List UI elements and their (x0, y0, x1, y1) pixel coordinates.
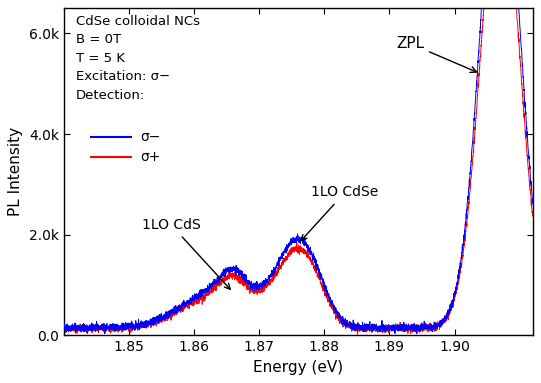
Y-axis label: PL Intensity: PL Intensity (8, 127, 23, 216)
Text: σ−: σ− (140, 131, 161, 144)
Text: ZPL: ZPL (396, 36, 477, 72)
Text: 1LO CdSe: 1LO CdSe (301, 185, 379, 241)
Text: CdSe colloidal NCs
B = 0T
T = 5 K
Excitation: σ−
Detection:: CdSe colloidal NCs B = 0T T = 5 K Excita… (76, 15, 200, 102)
X-axis label: Energy (eV): Energy (eV) (253, 360, 344, 375)
Text: 1LO CdS: 1LO CdS (142, 218, 230, 289)
Text: σ+: σ+ (140, 150, 161, 164)
